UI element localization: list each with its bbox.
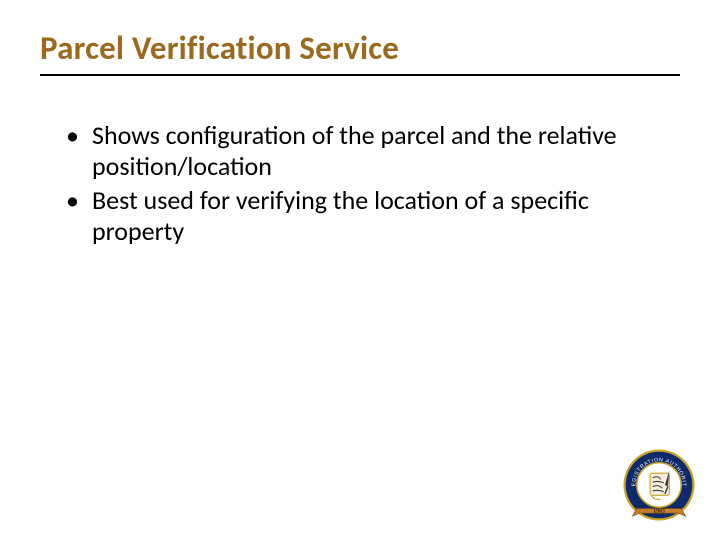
bullet-list: Shows configuration of the parcel and th… — [40, 120, 680, 247]
seal-icon: REGISTRATION AUTHORITY 1903 — [622, 448, 696, 522]
slide: Parcel Verification Service Shows config… — [0, 0, 720, 540]
svg-text:1903: 1903 — [653, 508, 665, 514]
authority-seal-logo: REGISTRATION AUTHORITY 1903 — [622, 448, 696, 522]
title-underline — [40, 74, 680, 76]
bullet-text: Best used for verifying the location of … — [92, 184, 589, 247]
bullet-item: Best used for verifying the location of … — [66, 185, 680, 246]
bullet-item: Shows configuration of the parcel and th… — [66, 120, 680, 181]
bullet-text: Shows configuration of the parcel and th… — [92, 119, 617, 182]
slide-title: Parcel Verification Service — [40, 28, 680, 68]
